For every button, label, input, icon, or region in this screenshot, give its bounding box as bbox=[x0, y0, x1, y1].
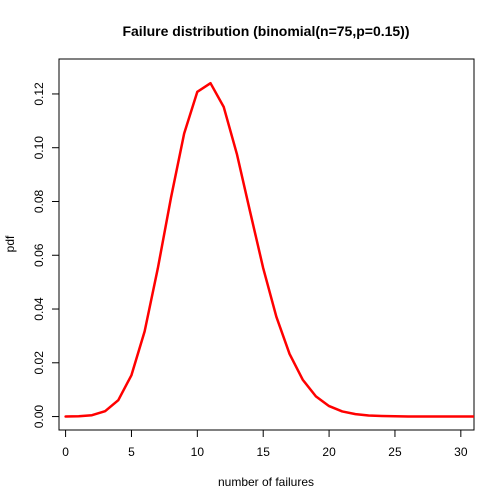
y-tick-label: 0.06 bbox=[32, 243, 46, 267]
y-tick-label: 0.00 bbox=[32, 405, 46, 429]
chart-title: Failure distribution (binomial(n=75,p=0.… bbox=[122, 23, 409, 39]
y-axis-label: pdf bbox=[3, 235, 17, 252]
plot-frame bbox=[58, 58, 475, 431]
x-axis-label: number of failures bbox=[218, 475, 314, 489]
x-tick-label: 25 bbox=[388, 445, 402, 459]
x-tick-label: 0 bbox=[62, 445, 69, 459]
x-tick-label: 10 bbox=[191, 445, 205, 459]
x-axis: 0 5 10 15 20 25 30 bbox=[62, 429, 468, 459]
y-tick-label: 0.12 bbox=[32, 82, 46, 106]
series-layer bbox=[64, 81, 474, 418]
y-tick-label: 0.10 bbox=[32, 136, 46, 160]
x-tick-label: 30 bbox=[454, 445, 468, 459]
x-tick-label: 15 bbox=[257, 445, 271, 459]
x-tick-label: 20 bbox=[322, 445, 336, 459]
y-axis: 0.00 0.02 0.04 0.06 0.08 0.10 0.12 bbox=[32, 82, 60, 429]
y-tick-label: 0.08 bbox=[32, 189, 46, 213]
y-tick-label: 0.04 bbox=[32, 297, 46, 321]
y-tick-label: 0.02 bbox=[32, 351, 46, 375]
x-tick-label: 5 bbox=[128, 445, 135, 459]
series-line bbox=[64, 81, 474, 418]
